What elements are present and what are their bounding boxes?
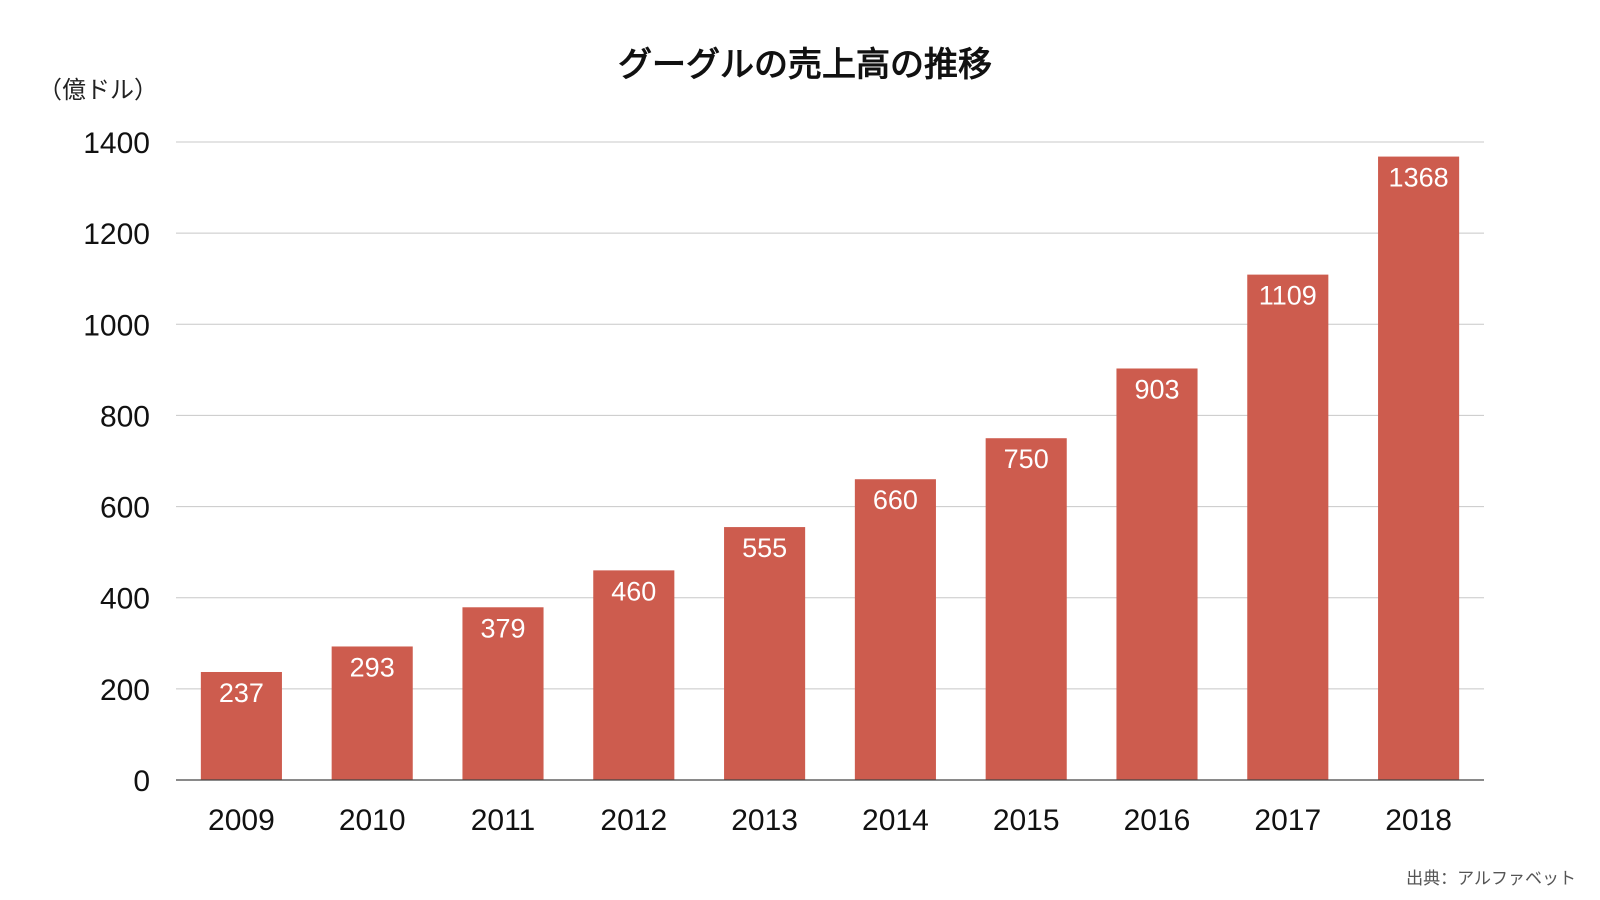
y-tick-label: 200	[100, 674, 150, 707]
x-tick-label-2017: 2017	[1254, 804, 1321, 837]
y-axis-ticks: 0 200 400 600 800 1000 1200 1400	[83, 127, 150, 798]
bar-2009	[200, 671, 282, 780]
y-tick-label: 800	[100, 400, 150, 433]
data-label-2011: 379	[480, 613, 525, 643]
y-tick-label: 400	[100, 583, 150, 616]
data-label-2017: 1109	[1259, 281, 1317, 311]
x-tick-label-2013: 2013	[731, 804, 798, 837]
data-label-2015: 750	[1004, 444, 1049, 474]
bar-2013	[724, 527, 806, 780]
x-tick-label-2011: 2011	[471, 804, 536, 837]
y-tick-label: 1400	[83, 127, 150, 160]
bar-2011	[462, 607, 544, 780]
y-tick-label: 0	[133, 765, 150, 798]
data-label-2012: 460	[611, 576, 656, 606]
data-label-2014: 660	[873, 485, 918, 515]
bar-2015	[985, 438, 1067, 780]
x-tick-label-2015: 2015	[993, 804, 1060, 837]
data-label-2013: 555	[742, 533, 787, 563]
gridlines	[176, 141, 1484, 690]
y-axis-unit-label: （億ドル）	[38, 76, 158, 104]
data-label-2010: 293	[350, 652, 395, 682]
bars	[200, 156, 1460, 780]
x-tick-label-2016: 2016	[1124, 804, 1191, 837]
bar-2016	[1116, 368, 1198, 780]
x-axis-ticks: 2009 2010 2011 2012 2013 2014 2015 2016 2017 2018	[208, 804, 1452, 837]
data-label-2018: 1368	[1389, 163, 1449, 193]
y-tick-label: 1200	[83, 218, 150, 251]
source-note: 出典：アルファベット	[1406, 869, 1576, 889]
x-tick-label-2018: 2018	[1385, 804, 1452, 837]
data-labels: 237 293 379 460 555 660 750 903 1109 1368	[219, 163, 1449, 708]
bar-2014	[854, 479, 936, 780]
x-tick-label-2010: 2010	[339, 804, 406, 837]
y-tick-label: 1000	[83, 309, 150, 342]
chart-title: グーグルの売上高の推移	[618, 45, 992, 85]
x-tick-label-2014: 2014	[862, 804, 929, 837]
data-label-2016: 903	[1134, 374, 1179, 404]
y-tick-label: 600	[100, 492, 150, 525]
x-tick-label-2012: 2012	[600, 804, 667, 837]
bar-2017	[1247, 274, 1329, 780]
x-tick-label-2009: 2009	[208, 804, 275, 837]
bar-2010	[331, 646, 413, 780]
data-label-2009: 237	[219, 678, 264, 708]
bar-2012	[593, 570, 675, 780]
bar-2018	[1378, 156, 1460, 780]
